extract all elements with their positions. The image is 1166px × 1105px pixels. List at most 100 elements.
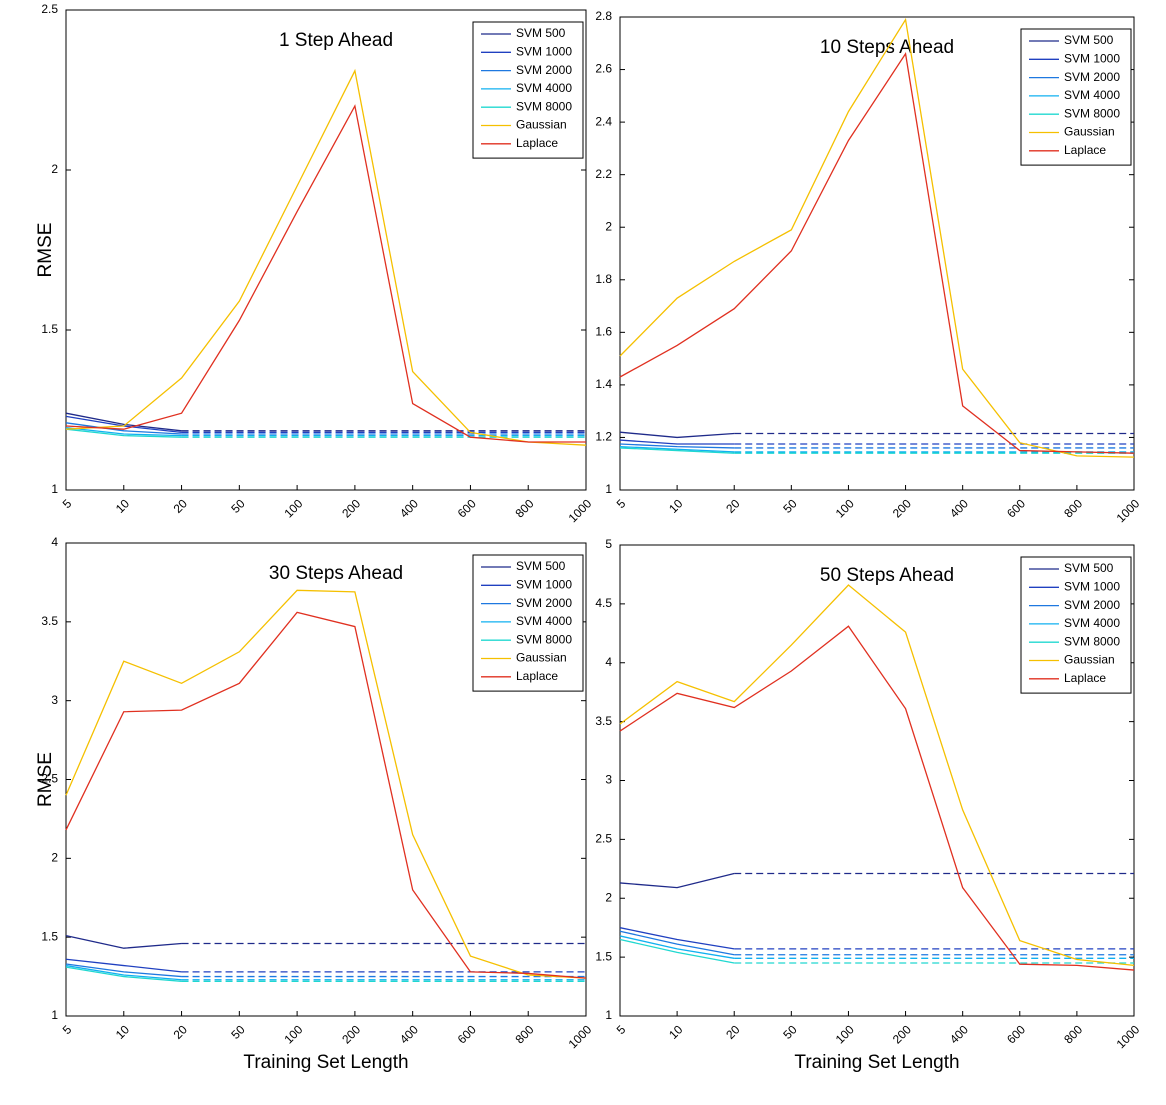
legend-label: Laplace	[1064, 143, 1106, 157]
y-tick-label: 1.2	[595, 430, 612, 444]
y-axis-label: RMSE	[35, 223, 56, 278]
y-tick-label: 1.5	[595, 949, 612, 963]
x-tick-label: 600	[1004, 496, 1028, 520]
legend-label: SVM 8000	[1064, 634, 1120, 648]
y-tick-label: 3.5	[41, 614, 58, 628]
x-tick-label: 600	[455, 1022, 479, 1046]
x-tick-label: 50	[228, 1022, 248, 1042]
series-line	[65, 412, 182, 432]
series-line	[65, 958, 182, 973]
y-tick-label: 1.5	[41, 929, 58, 943]
legend: SVM 500 SVM 1000 SVM 2000 SVM 4000 SVM 8000 G…	[1020, 556, 1132, 694]
x-axis-label: Training Set Length	[243, 1052, 408, 1073]
panel: 1 1.2 1.4 1.6 1.8 2 2.2 2.4 2.6 2.8 5 10 20 50 100 200 4…	[595, 9, 1142, 525]
series-line	[65, 68, 587, 446]
legend-box	[1020, 556, 1132, 694]
legend-label: Gaussian	[1064, 125, 1115, 139]
y-tick-label: 4	[605, 655, 612, 669]
series-line	[619, 927, 735, 950]
x-tick-label: 400	[947, 496, 971, 520]
x-tick-label: 800	[513, 496, 537, 520]
series-line	[619, 625, 1135, 971]
series-line	[65, 589, 587, 979]
y-tick-label: 1.5	[41, 322, 58, 336]
y-tick-label: 4.5	[595, 596, 612, 610]
y-axis-label: RMSE	[35, 752, 56, 807]
x-tick-label: 20	[723, 496, 743, 516]
y-tick-label: 2.8	[595, 9, 612, 23]
y-tick-label: 2.2	[595, 167, 612, 181]
series-line	[619, 935, 735, 959]
legend: SVM 500 SVM 1000 SVM 2000 SVM 4000 SVM 8000 G…	[472, 21, 584, 159]
x-tick-label: 1000	[566, 496, 595, 525]
x-tick-label: 20	[723, 1022, 743, 1042]
series-line	[619, 938, 735, 964]
series-line	[619, 431, 735, 439]
y-tick-label: 1	[605, 482, 612, 496]
series-line	[65, 104, 586, 443]
y-tick-label: 3.5	[595, 714, 612, 728]
y-tick-label: 1.4	[595, 377, 612, 391]
chart-title: 50 Steps Ahead	[820, 565, 954, 586]
legend-box	[472, 554, 584, 692]
series-line	[65, 422, 182, 435]
legend-label: SVM 2000	[516, 63, 572, 77]
legend-label: Gaussian	[1064, 653, 1115, 667]
legend: SVM 500 SVM 1000 SVM 2000 SVM 4000 SVM 8000 G…	[1020, 28, 1132, 166]
series-line	[619, 872, 735, 889]
legend-label: SVM 4000	[516, 81, 572, 95]
x-tick-label: 1000	[1114, 496, 1143, 525]
series-line	[619, 439, 735, 445]
series-line	[619, 445, 735, 453]
x-tick-label: 5	[614, 1022, 629, 1037]
y-tick-label: 2	[51, 162, 58, 176]
legend-label: SVM 4000	[1064, 616, 1120, 630]
y-tick-label: 1	[51, 1008, 58, 1022]
x-tick-label: 10	[666, 1022, 686, 1042]
legend-label: Laplace	[516, 669, 558, 683]
legend-label: SVM 500	[1064, 33, 1114, 47]
series-line	[65, 966, 182, 982]
series-line	[65, 611, 587, 979]
legend-label: SVM 2000	[1064, 70, 1120, 84]
chart-title: 10 Steps Ahead	[820, 37, 954, 58]
y-tick-label: 2.5	[41, 772, 58, 786]
series-line	[65, 426, 182, 437]
series-line	[619, 930, 735, 956]
legend-label: SVM 1000	[1064, 51, 1120, 65]
y-tick-label: 3	[605, 773, 612, 787]
series-line	[619, 52, 1135, 454]
x-tick-label: 20	[171, 496, 191, 516]
series-line	[619, 17, 1135, 458]
legend-label: SVM 500	[516, 559, 566, 573]
panel: 1 1.5 2 2.5 3 3.5 4 4.5 5 5 10 20 50 100 200 400 600 800 1…	[595, 537, 1142, 1073]
y-tick-label: 2	[51, 851, 58, 865]
legend-label: SVM 1000	[516, 577, 572, 591]
legend-label: Gaussian	[516, 651, 567, 665]
legend-label: Gaussian	[516, 118, 567, 132]
series-line	[619, 447, 735, 454]
y-tick-label: 1	[605, 1008, 612, 1022]
x-tick-label: 200	[339, 1022, 363, 1046]
series-line	[65, 964, 182, 981]
panel: 1 1.5 2 2.5 5 10 20 50 100 200 400 600 800 1000 1 Step…	[35, 2, 595, 525]
x-tick-label: 50	[780, 1022, 800, 1042]
x-tick-label: 5	[614, 496, 629, 511]
series-line	[619, 584, 1135, 967]
x-tick-label: 1000	[1114, 1022, 1143, 1051]
x-tick-label: 800	[1061, 496, 1085, 520]
y-tick-label: 2.5	[41, 2, 58, 16]
series-line	[619, 443, 735, 449]
panel: 1 1.5 2 2.5 3 3.5 4 5 10 20 50 100 200 400 600 800 1000 3…	[35, 535, 595, 1073]
x-tick-label: 10	[113, 496, 133, 516]
legend-label: SVM 2000	[1064, 598, 1120, 612]
y-tick-label: 3	[51, 693, 58, 707]
x-tick-label: 400	[397, 496, 421, 520]
x-tick-label: 400	[397, 1022, 421, 1046]
y-tick-label: 4	[51, 535, 58, 549]
x-tick-label: 10	[666, 496, 686, 516]
x-tick-label: 20	[171, 1022, 191, 1042]
axes-box	[619, 16, 1135, 491]
legend-label: SVM 2000	[516, 596, 572, 610]
